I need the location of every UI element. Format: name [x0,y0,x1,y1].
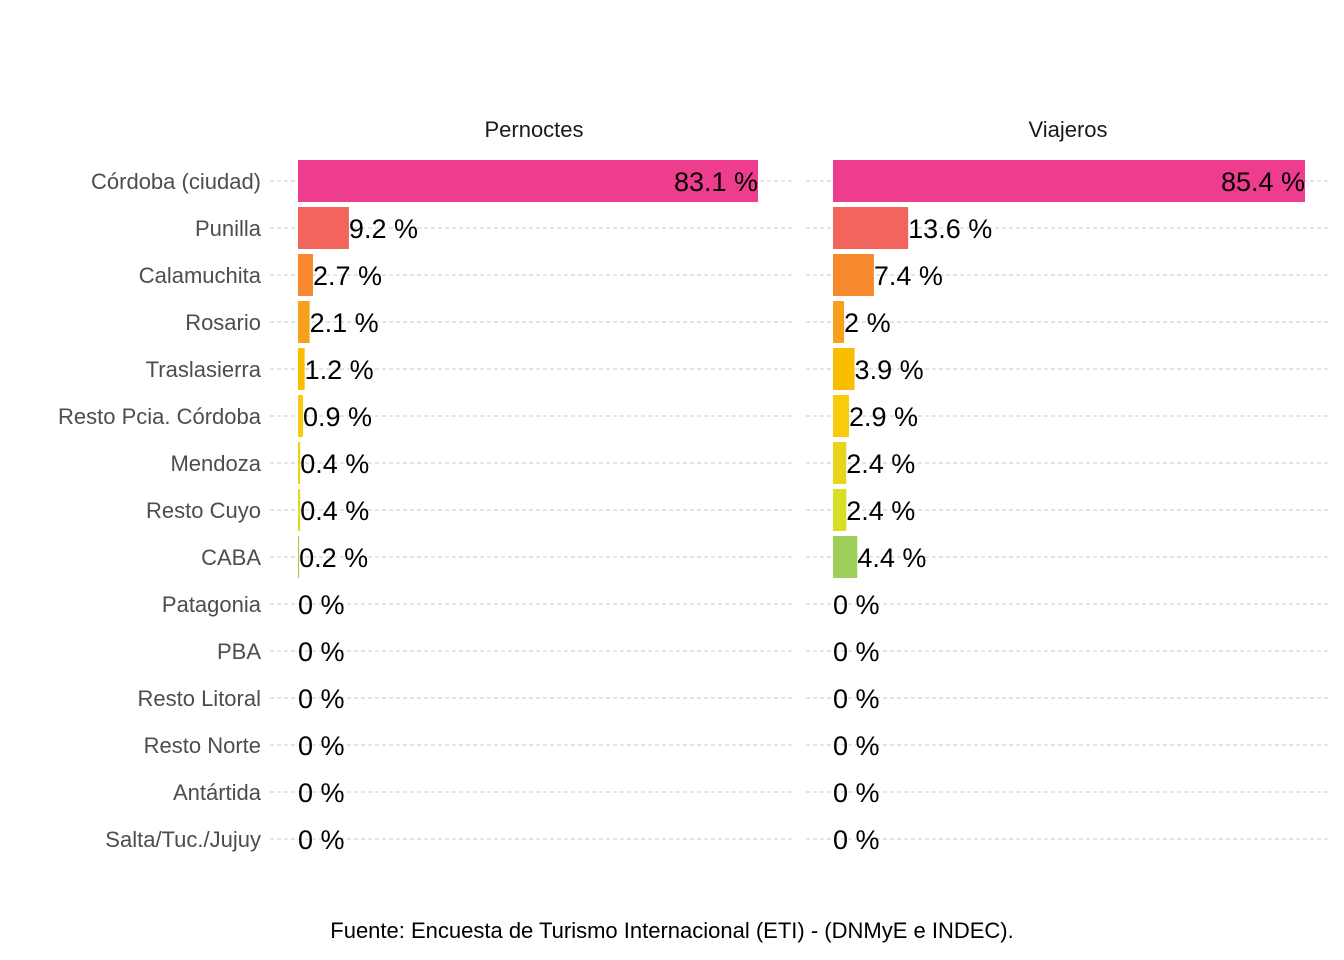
bar [833,207,909,249]
panel-title: Pernoctes [484,117,583,142]
category-label: Mendoza [170,451,261,476]
data-label: 0.4 % [300,449,369,479]
bar [298,301,310,343]
data-label: 0 % [833,825,880,855]
data-label: 85.4 % [1221,167,1305,197]
bar [833,348,855,390]
bar [833,160,1305,202]
bar [298,160,758,202]
data-label: 13.6 % [908,214,992,244]
category-label: PBA [217,639,261,664]
data-label: 0 % [833,731,880,761]
bar [833,489,847,531]
bar [298,348,305,390]
bar [298,207,349,249]
gridlines [270,180,1328,840]
data-label: 0 % [298,778,345,808]
data-label: 0 % [833,778,880,808]
data-label: 0 % [298,731,345,761]
category-label: Rosario [185,310,261,335]
panel-0: Pernoctes 83.1 % 9.2 % 2.7 % 2.1 % 1.2 % 0.9 %… [298,117,758,855]
data-label: 0.9 % [303,402,372,432]
panel-1: Viajeros 85.4 % 13.6 % 7.4 % 2 % 3.9 % 2.9 % 2.… [833,117,1305,855]
bar [298,536,300,578]
category-label: Calamuchita [139,263,262,288]
bar [833,301,845,343]
data-label: 0 % [833,590,880,620]
data-label: 4.4 % [857,543,926,573]
data-label: 3.9 % [855,355,924,385]
data-label: 0 % [298,825,345,855]
chart-caption: Fuente: Encuesta de Turismo Internaciona… [330,918,1014,943]
data-label: 0 % [833,637,880,667]
data-label: 2 % [844,308,891,338]
category-label: Salta/Tuc./Jujuy [105,827,261,852]
data-label: 0 % [833,684,880,714]
bar [298,489,301,531]
data-label: 1.2 % [305,355,374,385]
data-label: 83.1 % [674,167,758,197]
category-label: Resto Norte [144,733,261,758]
category-label: Traslasierra [146,357,262,382]
category-label: Antártida [173,780,262,805]
data-label: 2.7 % [313,261,382,291]
bar [298,254,313,296]
category-label: Resto Pcia. Córdoba [58,404,262,429]
data-label: 2.4 % [846,449,915,479]
data-label: 2.9 % [849,402,918,432]
data-label: 2.4 % [846,496,915,526]
bar [833,536,858,578]
data-label: 0 % [298,637,345,667]
category-label: Patagonia [162,592,262,617]
bar [833,254,874,296]
panels: Pernoctes 83.1 % 9.2 % 2.7 % 2.1 % 1.2 % 0.9 %… [298,117,1305,855]
data-label: 7.4 % [874,261,943,291]
data-label: 9.2 % [349,214,418,244]
category-axis: Córdoba (ciudad) Punilla Calamuchita Rosari… [58,169,262,852]
category-label: Punilla [195,216,262,241]
category-label: CABA [201,545,261,570]
bar [833,442,847,484]
bar [298,395,303,437]
category-label: Resto Cuyo [146,498,261,523]
bar [833,395,850,437]
data-label: 0 % [298,590,345,620]
panel-title: Viajeros [1028,117,1107,142]
category-label: Córdoba (ciudad) [91,169,261,194]
data-label: 0.4 % [300,496,369,526]
data-label: 2.1 % [310,308,379,338]
category-label: Resto Litoral [137,686,261,711]
data-label: 0 % [298,684,345,714]
data-label: 0.2 % [299,543,368,573]
bar [298,442,301,484]
